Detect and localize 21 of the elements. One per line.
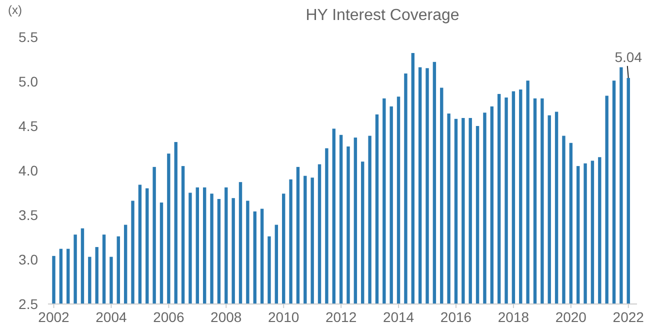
x-tick-label: 2010: [268, 309, 300, 325]
x-tick-label: 2008: [210, 309, 242, 325]
x-tick-label: 2002: [38, 309, 70, 325]
y-tick-label: 4.5: [18, 118, 38, 134]
x-tick-label: 2004: [96, 309, 127, 325]
x-tick-label: 2006: [153, 309, 184, 325]
x-tick-label: 2022: [612, 309, 644, 325]
x-tick-label: 2020: [555, 309, 587, 325]
x-tick-label: 2018: [498, 309, 530, 325]
x-tick-label: 2016: [440, 309, 472, 325]
y-tick-label: 4.0: [18, 162, 38, 178]
y-tick-label: 5.5: [18, 29, 38, 45]
annotation: 5.04: [614, 48, 642, 65]
y-tick-label: 5.0: [18, 74, 38, 90]
y-tick-label: 2.5: [18, 296, 38, 312]
x-tick-label: 2014: [382, 309, 414, 325]
x-tick-label: 2012: [325, 309, 357, 325]
y-axis-title: (x): [8, 3, 22, 17]
chart-title: HY Interest Coverage: [306, 7, 460, 24]
y-tick-label: 3.0: [18, 252, 38, 268]
y-tick-label: 3.5: [18, 207, 38, 223]
